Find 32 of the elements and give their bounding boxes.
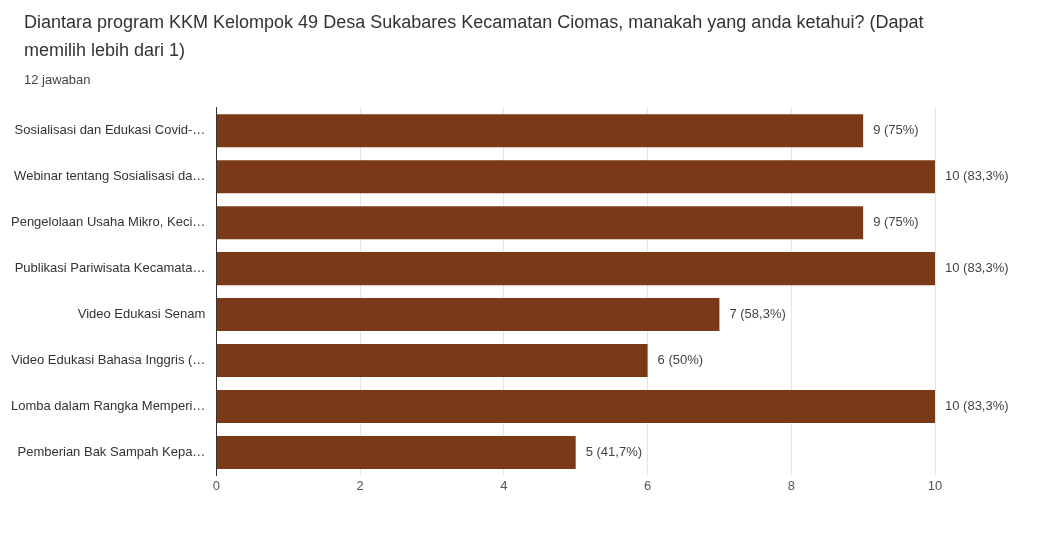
x-tick-label: 0	[212, 477, 220, 493]
bar	[216, 343, 648, 378]
data-label: 10 (83,3%)	[945, 168, 1009, 184]
data-label: 9 (75%)	[873, 214, 919, 230]
bar	[216, 435, 576, 469]
y-tick-label: Video Edukasi Senam	[77, 306, 206, 322]
y-tick-label: Sosialisasi dan Edukasi Covid-…	[14, 122, 206, 138]
bar	[216, 114, 864, 148]
y-tick-label: Webinar tentang Sosialisasi da…	[14, 168, 206, 184]
x-tick-label: 10	[927, 477, 943, 493]
data-label: 6 (50%)	[657, 352, 704, 368]
data-label: 10 (83,3%)	[945, 260, 1009, 276]
y-tick-label: Pemberian Bak Sampah Kepa…	[17, 444, 206, 459]
x-tick-label: 6	[643, 477, 652, 493]
data-label: 9 (75%)	[873, 122, 919, 138]
chart-title: Diantara program KKM Kelompok 49 Desa Sukabares Kecamatan Ciomas, manakah yang anda ketahui? (Dapat memilih lebih dari 1)	[23, 11, 925, 62]
bar	[216, 160, 935, 194]
x-tick-label: 4	[500, 477, 508, 493]
y-tick-label: Pengelolaan Usaha Mikro, Keci…	[10, 214, 206, 230]
y-tick-label: Lomba dalam Rangka Memperi…	[11, 398, 206, 414]
y-tick-label: Video Edukasi Bahasa Inggris (…	[11, 352, 206, 368]
bar	[216, 252, 935, 286]
data-label: 7 (58,3%)	[729, 306, 786, 322]
text: 12 jawaban	[23, 72, 92, 87]
y-tick-label: Publikasi Pariwisata Kecamata…	[14, 260, 206, 276]
bar	[216, 389, 935, 424]
data-label: 10 (83,3%)	[945, 398, 1009, 414]
bar	[216, 298, 720, 332]
data-label: 5 (41,7%)	[585, 444, 643, 459]
x-tick-label: 2	[356, 477, 364, 493]
x-tick-label: 8	[787, 477, 795, 493]
bar	[216, 206, 864, 240]
